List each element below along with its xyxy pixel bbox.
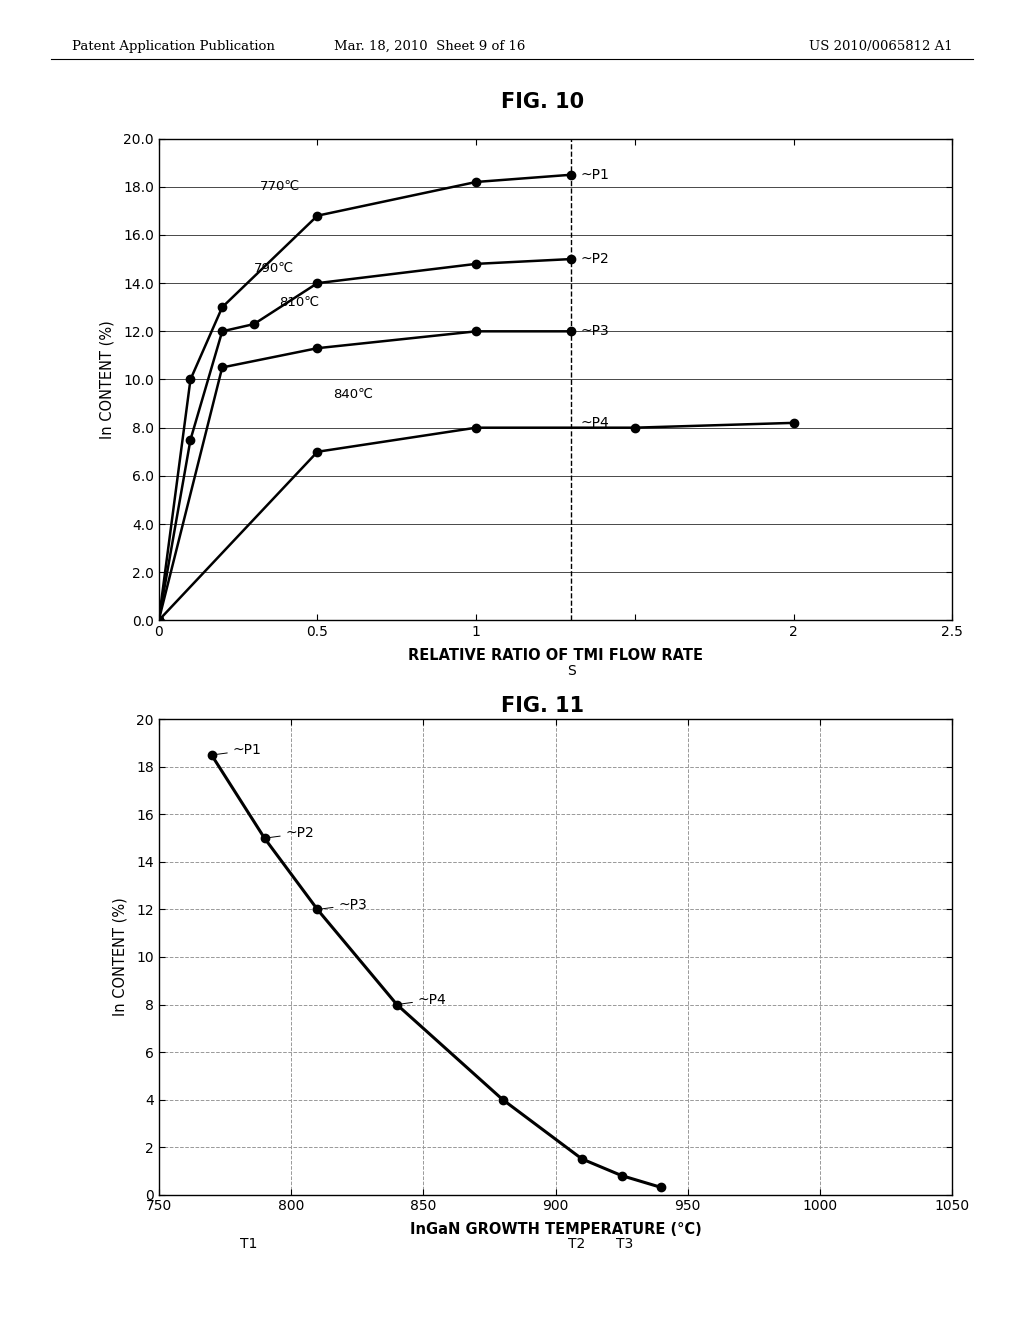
Text: ~P4: ~P4 [581,416,609,430]
Y-axis label: In CONTENT (%): In CONTENT (%) [99,321,115,438]
X-axis label: RELATIVE RATIO OF TMI FLOW RATE: RELATIVE RATIO OF TMI FLOW RATE [408,648,703,663]
Text: US 2010/0065812 A1: US 2010/0065812 A1 [809,40,952,53]
Y-axis label: In CONTENT (%): In CONTENT (%) [113,898,128,1016]
Text: ~P1: ~P1 [214,743,262,758]
Text: 790℃: 790℃ [254,263,294,275]
Text: ~P3: ~P3 [581,325,609,338]
Text: 840℃: 840℃ [334,388,374,400]
X-axis label: InGaN GROWTH TEMPERATURE (°C): InGaN GROWTH TEMPERATURE (°C) [410,1222,701,1237]
Text: 770℃: 770℃ [260,181,301,193]
Text: Mar. 18, 2010  Sheet 9 of 16: Mar. 18, 2010 Sheet 9 of 16 [335,40,525,53]
Text: FIG. 10: FIG. 10 [501,92,585,112]
Text: FIG. 11: FIG. 11 [501,696,585,715]
Text: ~P2: ~P2 [581,252,609,267]
Text: T3: T3 [615,1237,633,1251]
Text: ~P2: ~P2 [267,826,314,841]
Text: ~P1: ~P1 [581,168,609,182]
Text: ~P3: ~P3 [321,898,368,912]
Text: Patent Application Publication: Patent Application Publication [72,40,274,53]
Text: ~P4: ~P4 [399,993,446,1007]
Text: T1: T1 [240,1237,257,1251]
Text: T2: T2 [568,1237,586,1251]
Text: 810℃: 810℃ [280,296,319,309]
Text: S: S [567,664,575,677]
